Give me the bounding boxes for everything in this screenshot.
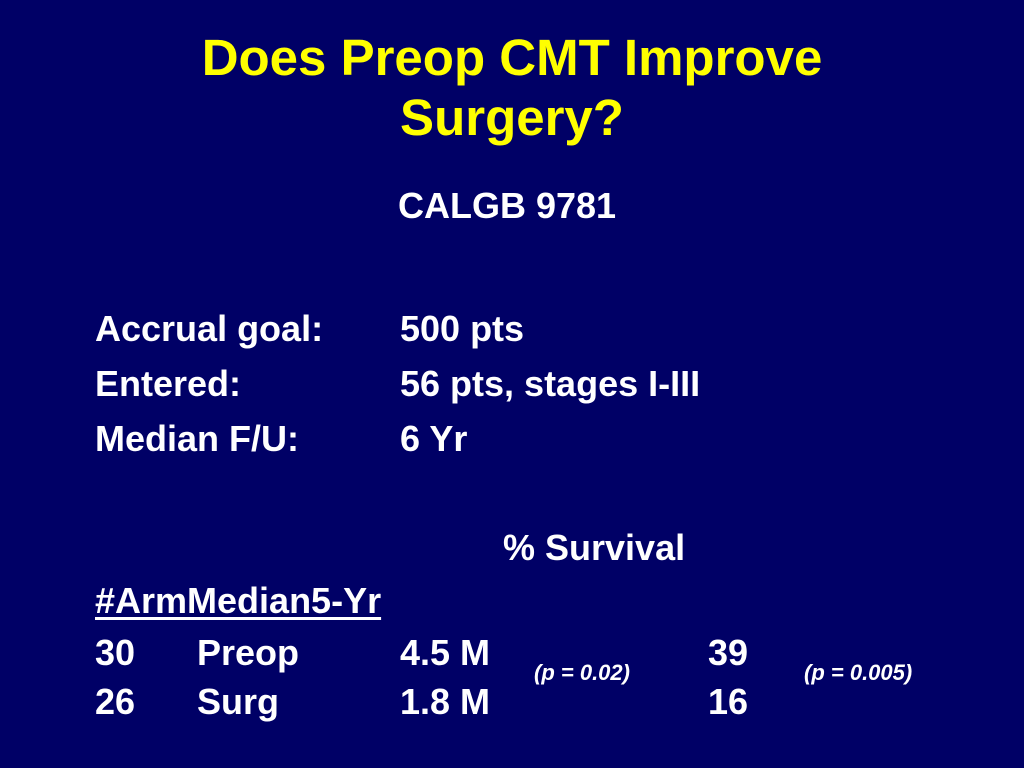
accrual-goal-label: Accrual goal:	[95, 308, 324, 349]
title-line-1: Does Preop CMT Improve	[201, 29, 823, 86]
table-header: #ArmMedian5-Yr	[95, 580, 382, 621]
p-value-five-yr: (p = 0.005)	[804, 660, 913, 685]
accrual-goal-value: 500 pts	[400, 308, 525, 349]
row-2-n: 26	[95, 681, 136, 722]
p-value-median: (p = 0.02)	[534, 660, 630, 685]
row-1-n: 30	[95, 632, 136, 673]
slide-title: Does Preop CMT Improve Surgery?	[0, 28, 1024, 148]
row-2-median: 1.8 M	[400, 681, 491, 722]
entered-value: 56 pts, stages I-III	[400, 363, 701, 404]
row-2-five-yr: 16	[708, 681, 749, 722]
median-fu-value: 6 Yr	[400, 418, 468, 459]
row-2-arm: Surg	[197, 681, 280, 722]
entered-label: Entered:	[95, 363, 242, 404]
title-line-2: Surgery?	[400, 89, 624, 146]
study-name: CALGB 9781	[397, 185, 617, 226]
median-fu-label: Median F/U:	[95, 418, 299, 459]
row-1-arm: Preop	[197, 632, 300, 673]
row-1-five-yr: 39	[708, 632, 749, 673]
row-1-median: 4.5 M	[400, 632, 491, 673]
survival-header: % Survival	[503, 527, 686, 568]
